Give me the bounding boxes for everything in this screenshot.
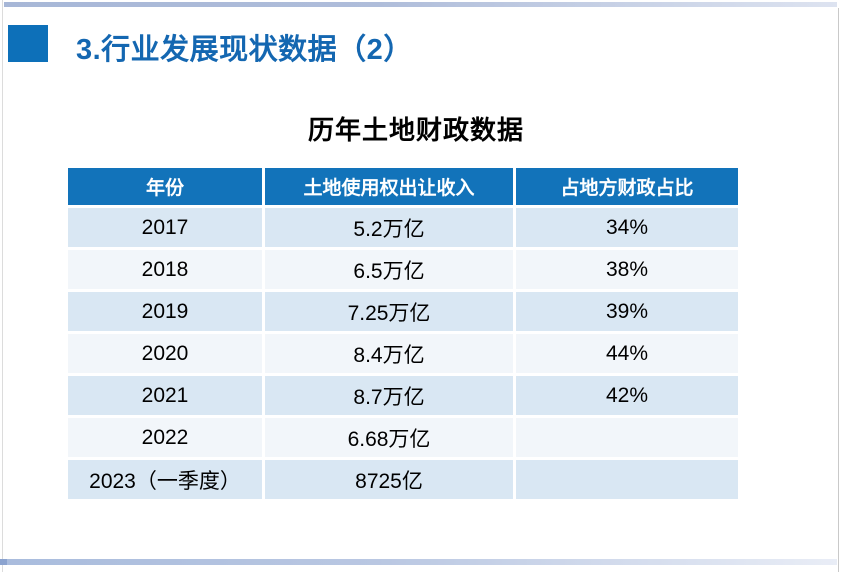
table-cell-share: 44%	[516, 334, 738, 373]
land-finance-table: 年份 土地使用权出让收入 占地方财政占比 2017 5.2万亿 34% 2018…	[68, 168, 738, 499]
table-cell-share	[516, 460, 738, 499]
table-cell-year: 2021	[68, 376, 262, 415]
table-cell-year: 2020	[68, 334, 262, 373]
table-header-income: 土地使用权出让收入	[265, 168, 513, 205]
table-cell-share: 38%	[516, 250, 738, 289]
slide-title: 3.行业发展现状数据（2）	[76, 34, 413, 66]
bottom-decor-bar	[0, 559, 837, 565]
table-cell-share: 34%	[516, 208, 738, 247]
table-cell-income: 5.2万亿	[265, 208, 513, 247]
bottom-decor-bar-cap	[0, 559, 7, 565]
table-cell-income: 6.5万亿	[265, 250, 513, 289]
table-cell-year: 2023（一季度）	[68, 460, 262, 499]
table-cell-year: 2018	[68, 250, 262, 289]
table-cell-year: 2019	[68, 292, 262, 331]
table-cell-income: 8.4万亿	[265, 334, 513, 373]
table-header-share: 占地方财政占比	[516, 168, 738, 205]
right-edge-line	[838, 8, 839, 572]
table-title: 历年土地财政数据	[307, 115, 524, 145]
table-cell-year: 2017	[68, 208, 262, 247]
table-cell-year: 2022	[68, 418, 262, 457]
table-header-year: 年份	[68, 168, 262, 205]
left-edge-line	[2, 0, 3, 572]
title-accent-square	[8, 25, 48, 62]
table-cell-share	[516, 418, 738, 457]
table-cell-share: 39%	[516, 292, 738, 331]
table-cell-income: 8725亿	[265, 460, 513, 499]
table-cell-share: 42%	[516, 376, 738, 415]
table-cell-income: 7.25万亿	[265, 292, 513, 331]
top-decor-bar	[4, 2, 837, 7]
table-cell-income: 8.7万亿	[265, 376, 513, 415]
table-cell-income: 6.68万亿	[265, 418, 513, 457]
